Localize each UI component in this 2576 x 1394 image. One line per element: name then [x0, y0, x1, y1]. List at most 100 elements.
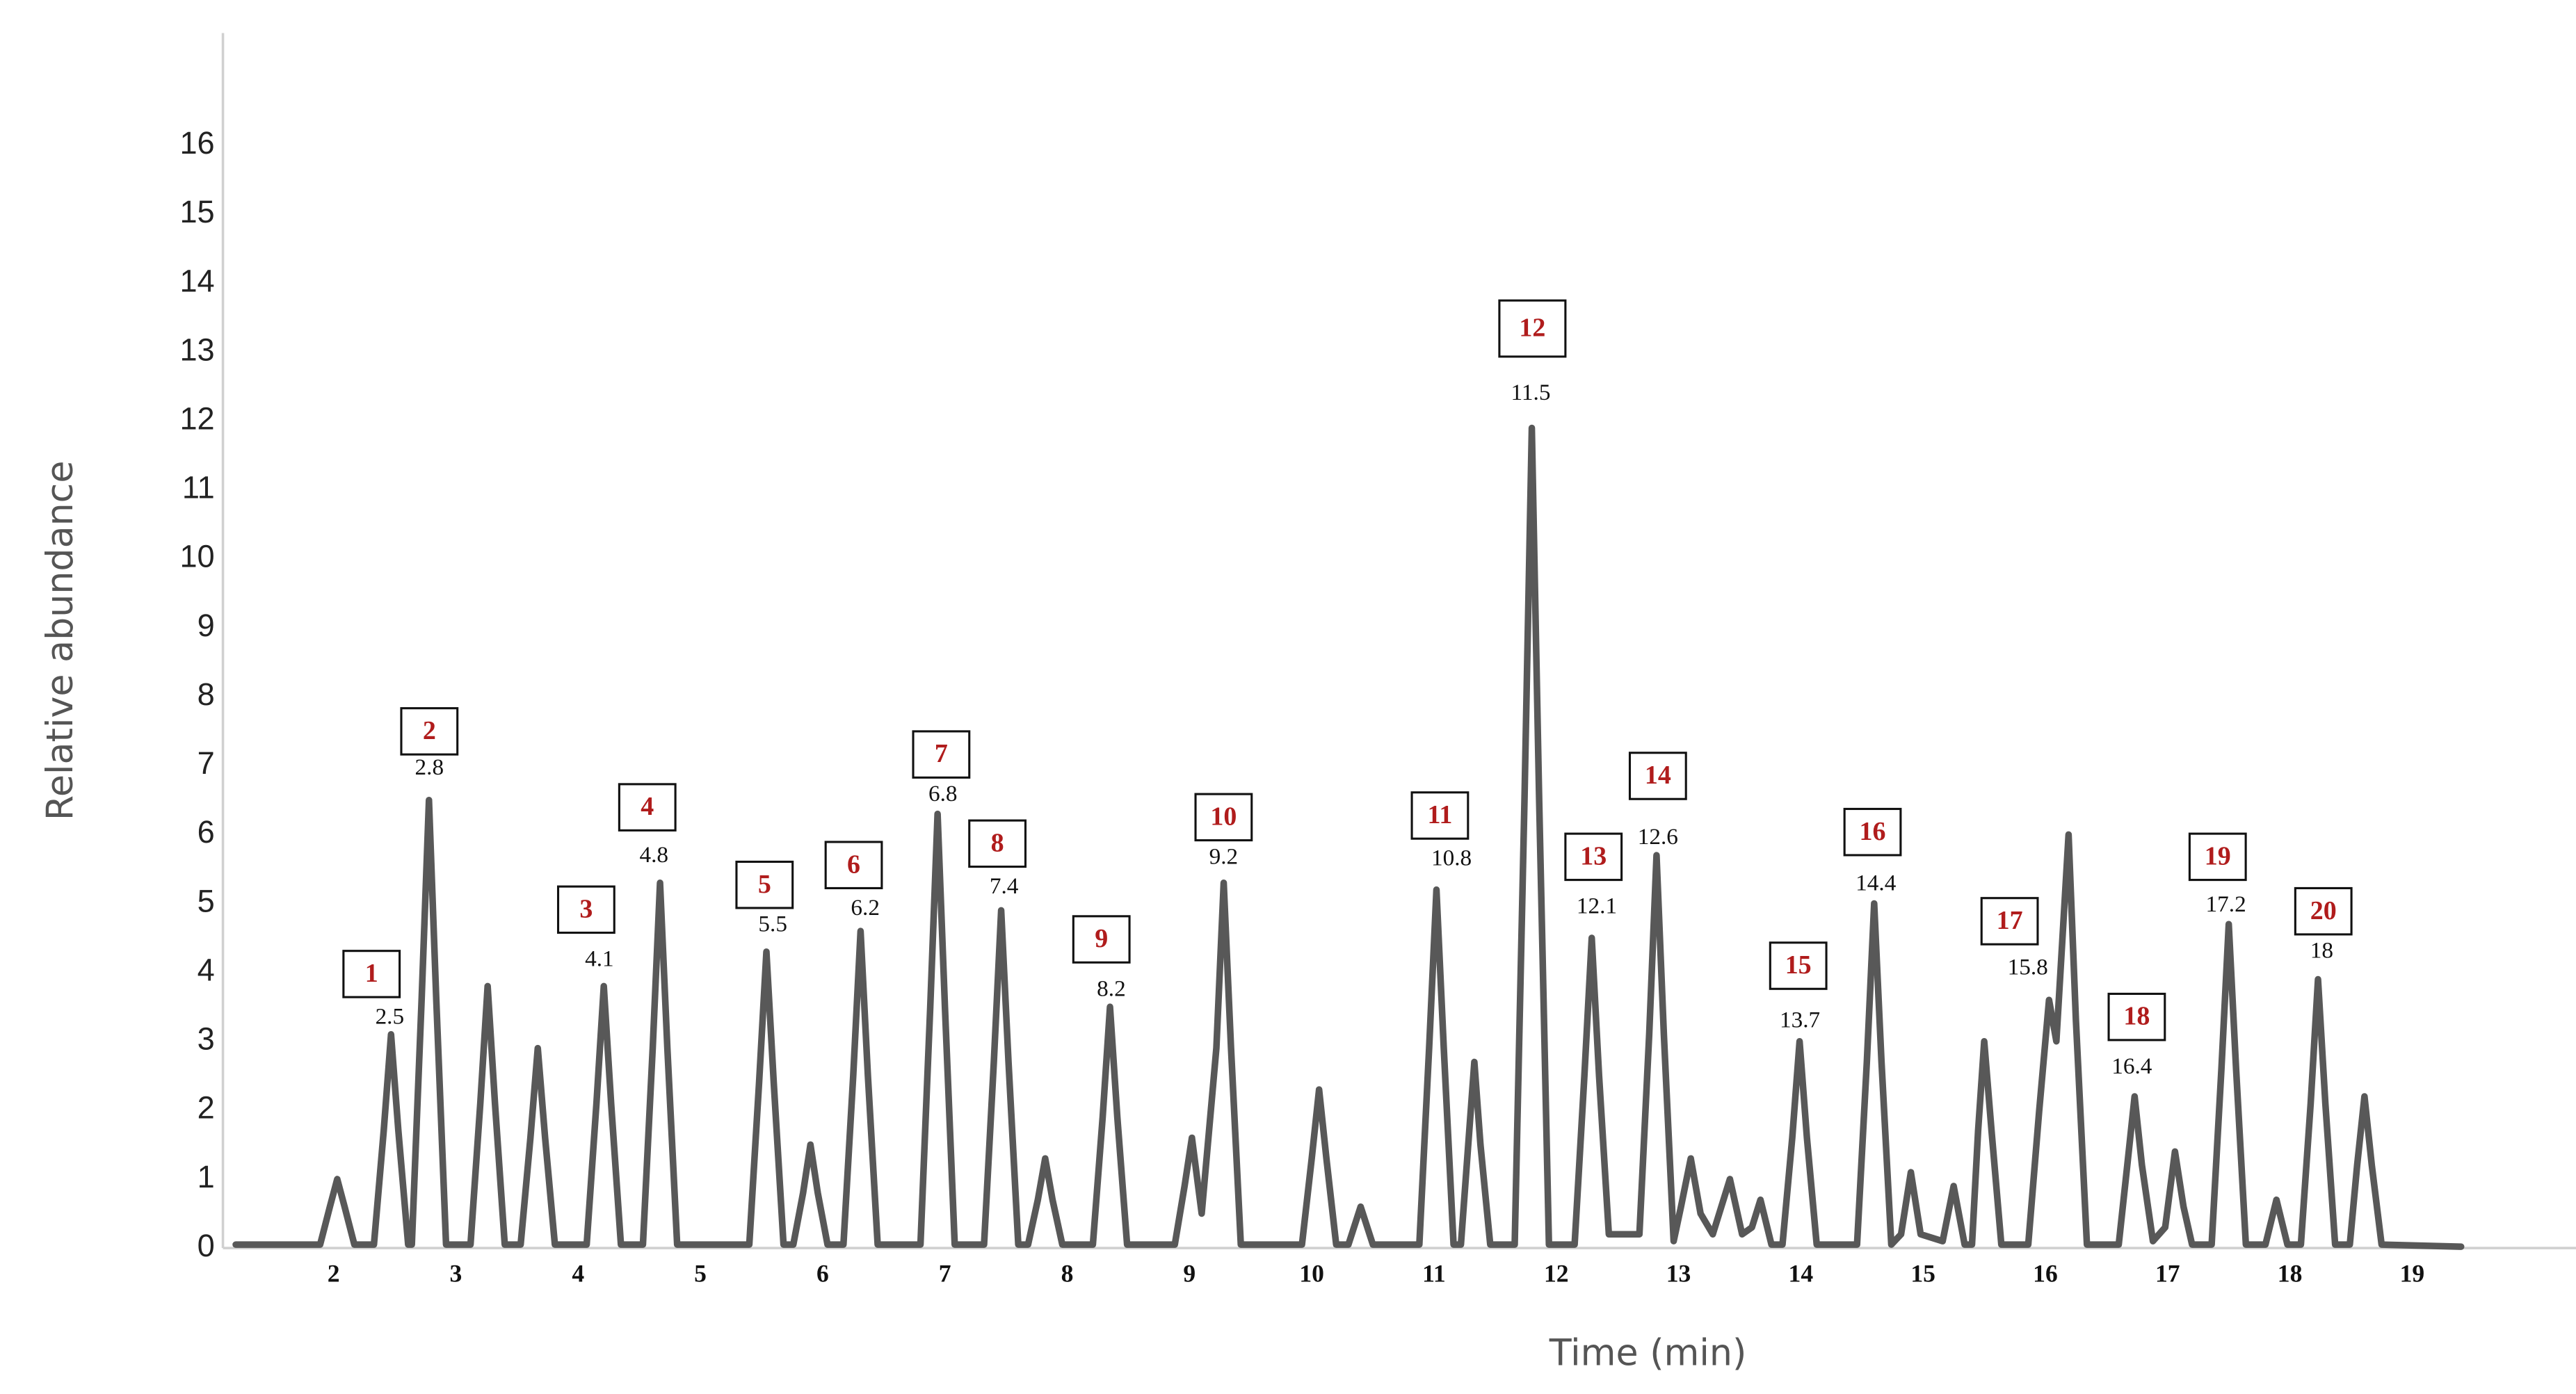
annotation-number: 3	[579, 894, 593, 923]
annotation-label: 15.8	[2008, 954, 2048, 980]
y-tick-label: 2	[198, 1090, 215, 1126]
y-tick-label: 16	[179, 125, 214, 161]
y-tick-label: 5	[198, 883, 215, 918]
annotation-label: 8.2	[1097, 975, 1126, 1001]
annotation-number: 19	[2205, 841, 2231, 870]
annotation-box	[968, 819, 1027, 868]
x-tick-label: 16	[2033, 1260, 2058, 1288]
y-tick-label: 12	[179, 401, 214, 437]
annotation-box	[1769, 941, 1828, 990]
x-tick-label: 13	[1666, 1260, 1691, 1288]
x-tick-label: 14	[1789, 1260, 1814, 1288]
x-axis-title: Time (min)	[1549, 1333, 1747, 1375]
annotation-box	[2294, 886, 2353, 936]
annotation-box	[342, 950, 401, 998]
annotation-number: 5	[758, 870, 771, 899]
annotation-label: 18	[2310, 938, 2333, 964]
y-tick-label: 15	[179, 194, 214, 229]
annotation-box	[2188, 832, 2247, 882]
annotation-box	[1843, 807, 1902, 857]
annotation-number: 7	[935, 739, 948, 768]
annotation-number: 1	[365, 959, 378, 988]
x-tick-label: 5	[694, 1260, 707, 1288]
x-tick-label: 8	[1061, 1260, 1074, 1288]
annotation-box	[735, 860, 794, 909]
annotation-box	[618, 783, 677, 832]
annotation-label: 6.8	[928, 781, 958, 807]
annotation-label: 2.8	[415, 754, 444, 780]
x-tick-label: 9	[1183, 1260, 1196, 1288]
x-tick-label: 10	[1299, 1260, 1324, 1288]
y-tick-label: 14	[179, 263, 214, 298]
annotation-number: 12	[1519, 314, 1545, 343]
annotation-box	[1564, 832, 1623, 882]
annotation-box	[1410, 791, 1470, 840]
annotation-box	[400, 707, 459, 756]
annotation-label: 10.8	[1431, 845, 1472, 871]
y-axis-title: Relative abundance	[40, 460, 81, 820]
annotation-label: 4.1	[585, 946, 614, 972]
annotation-box	[1072, 915, 1131, 964]
annotation-label: 4.8	[639, 842, 668, 868]
annotation-number: 8	[991, 828, 1004, 857]
x-tick-label: 7	[939, 1260, 951, 1288]
x-tick-label: 6	[816, 1260, 829, 1288]
y-tick-label: 8	[198, 676, 215, 712]
annotation-number: 16	[1860, 817, 1886, 846]
annotation-label: 2.5	[376, 1004, 405, 1030]
y-tick-label: 7	[198, 745, 215, 781]
annotation-label: 6.2	[851, 895, 880, 921]
x-tick-label: 4	[572, 1260, 584, 1288]
y-tick-label: 13	[179, 332, 214, 367]
y-tick-label: 3	[198, 1021, 215, 1057]
annotation-label: 7.4	[990, 873, 1019, 899]
x-tick-label: 12	[1544, 1260, 1569, 1288]
annotation-number: 2	[423, 716, 436, 745]
annotation-box	[556, 885, 615, 934]
y-tick-label: 0	[198, 1228, 215, 1263]
annotation-box	[1194, 793, 1253, 842]
annotation-number: 10	[1210, 802, 1237, 831]
annotation-box	[2107, 992, 2166, 1042]
x-tick-label: 15	[1910, 1260, 1935, 1288]
y-tick-label: 1	[198, 1159, 215, 1194]
annotation-number: 15	[1785, 950, 1812, 980]
annotation-number: 6	[847, 850, 860, 879]
annotation-label: 12.1	[1577, 893, 1617, 919]
annotation-label: 12.6	[1638, 824, 1678, 850]
annotation-box	[912, 730, 971, 779]
annotation-number: 9	[1095, 924, 1108, 953]
x-tick-label: 17	[2155, 1260, 2180, 1288]
y-tick-label: 4	[198, 952, 215, 987]
annotation-number: 20	[2310, 896, 2337, 925]
annotation-number: 4	[641, 792, 654, 821]
annotation-box	[1498, 299, 1567, 358]
x-tick-label: 3	[450, 1260, 462, 1288]
annotation-number: 14	[1645, 761, 1671, 790]
x-tick-label: 11	[1422, 1260, 1446, 1288]
annotation-number: 13	[1580, 841, 1607, 870]
trace-line	[232, 424, 2465, 1250]
y-tick-label: 10	[179, 539, 214, 574]
x-tick-label: 19	[2400, 1260, 2425, 1288]
annotation-number: 18	[2123, 1002, 2150, 1031]
annotation-label: 5.5	[758, 911, 787, 937]
annotation-box	[1980, 897, 2039, 946]
annotation-number: 11	[1428, 800, 1453, 829]
y-tick-label: 11	[182, 470, 215, 505]
y-tick-label: 6	[198, 814, 215, 850]
annotation-number: 17	[1997, 906, 2023, 935]
annotation-label: 17.2	[2206, 891, 2246, 917]
annotation-label: 16.4	[2111, 1053, 2152, 1079]
annotation-label: 13.7	[1780, 1007, 1820, 1032]
annotation-label: 14.4	[1855, 870, 1897, 895]
y-tick-label: 9	[198, 608, 215, 643]
annotation-box	[1628, 752, 1687, 800]
annotation-label: 9.2	[1209, 843, 1239, 869]
x-tick-label: 18	[2278, 1260, 2303, 1288]
annotation-box	[824, 841, 883, 889]
annotation-label: 11.5	[1511, 380, 1551, 405]
x-tick-label: 2	[328, 1260, 340, 1288]
